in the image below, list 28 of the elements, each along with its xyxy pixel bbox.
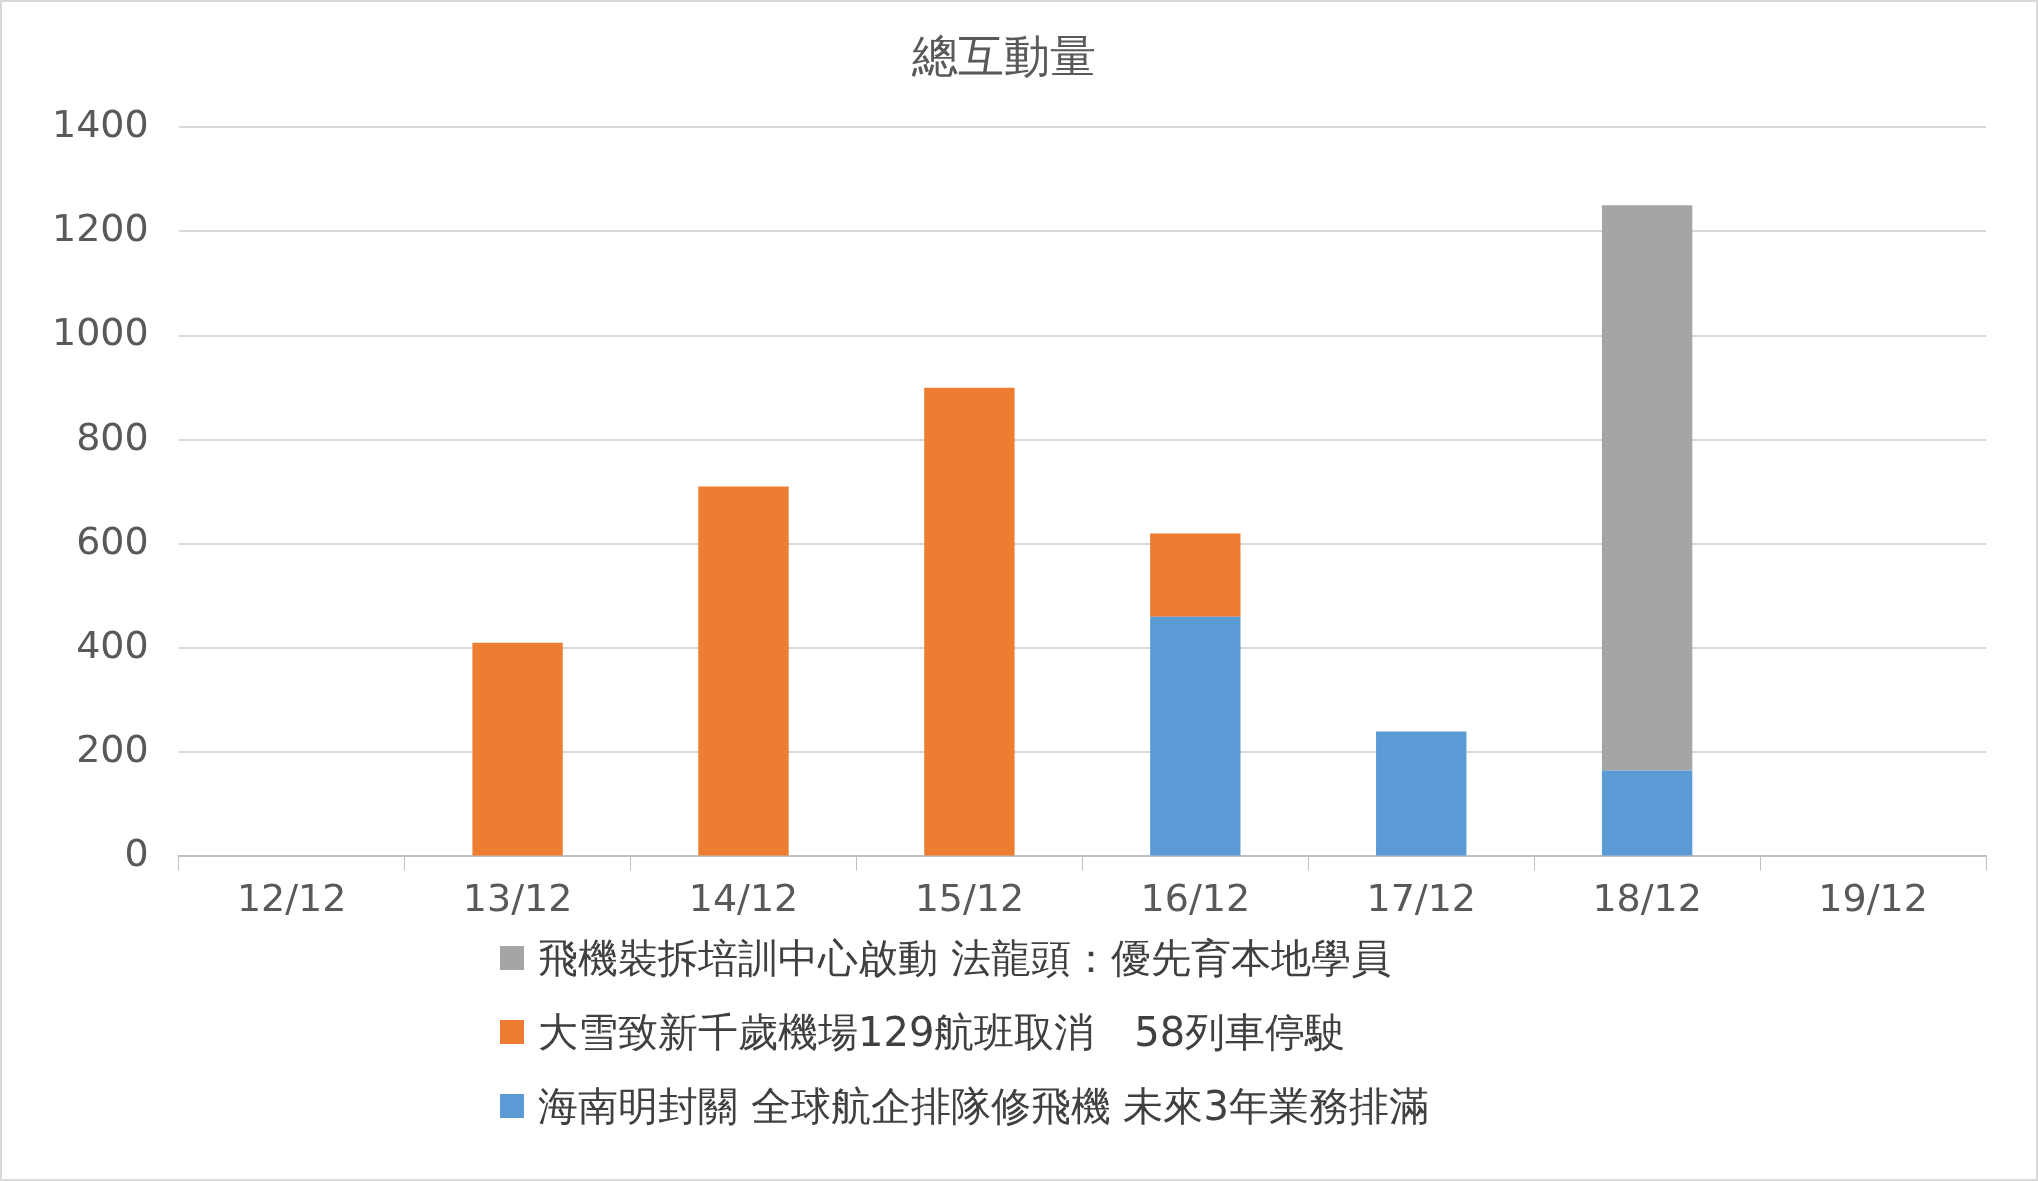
x-tick-label: 15/12 xyxy=(914,876,1025,921)
y-tick-label: 0 xyxy=(124,831,149,876)
x-tick-label: 18/12 xyxy=(1592,876,1702,921)
bar xyxy=(1601,205,1693,771)
y-tick-label: 1400 xyxy=(51,102,149,147)
x-tick-label: 19/12 xyxy=(1818,876,1928,921)
bar xyxy=(1376,731,1467,856)
bar xyxy=(924,387,1015,856)
chart-title: 總互動量 xyxy=(911,28,1096,83)
bar xyxy=(698,486,789,856)
y-tick-label: 1200 xyxy=(51,206,149,251)
bar xyxy=(1601,770,1693,856)
y-tick-label: 200 xyxy=(76,727,149,772)
x-tick-label: 13/12 xyxy=(462,876,573,921)
x-tick-label: 16/12 xyxy=(1140,876,1251,921)
x-tick-label: 17/12 xyxy=(1366,876,1476,921)
y-tick-label: 800 xyxy=(76,414,149,459)
y-tick-label: 400 xyxy=(76,622,149,667)
bar xyxy=(472,642,563,856)
legend-label: 飛機裝拆培訓中心啟動 法龍頭：優先育本地學員 xyxy=(538,934,1391,983)
y-tick-label: 1000 xyxy=(51,310,149,355)
legend-label: 大雪致新千歲機場129航班取消 58列車停駛 xyxy=(538,1008,1346,1057)
bar xyxy=(1150,533,1241,617)
y-tick-label: 600 xyxy=(76,518,149,563)
legend-label: 海南明封關 全球航企排隊修飛機 未來3年業務排滿 xyxy=(538,1082,1429,1131)
bar xyxy=(1150,616,1241,856)
x-tick-label: 14/12 xyxy=(688,876,799,921)
x-tick-label: 12/12 xyxy=(236,876,347,921)
